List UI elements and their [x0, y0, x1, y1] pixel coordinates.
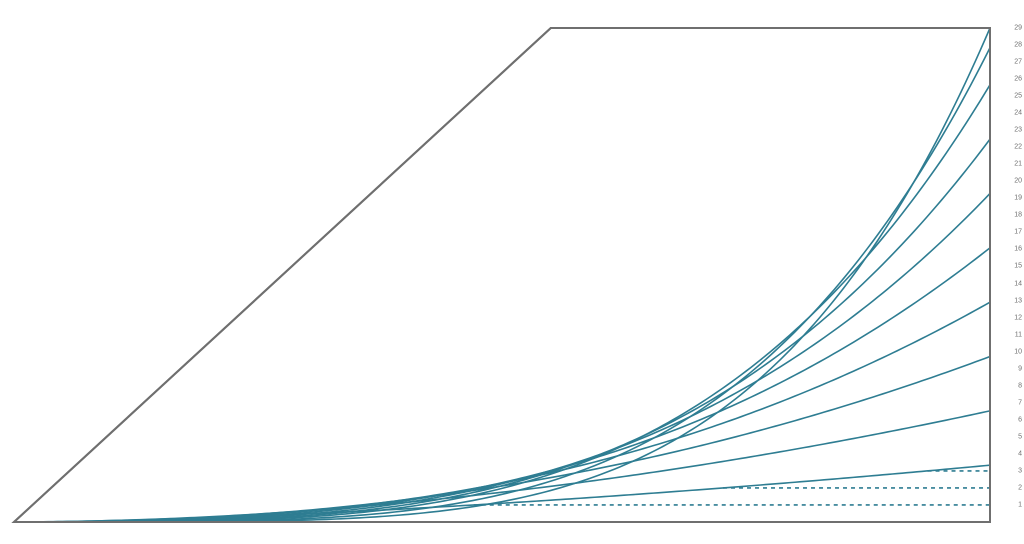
y-axis-tick-label: 1 — [1004, 501, 1022, 508]
y-axis-tick-label: 28 — [1004, 42, 1022, 49]
y-axis-tick-label: 27 — [1004, 59, 1022, 66]
y-axis-tick-label: 12 — [1004, 314, 1022, 321]
y-axis-tick-label: 22 — [1004, 144, 1022, 151]
y-axis-tick-label: 13 — [1004, 297, 1022, 304]
y-axis-tick-label: 14 — [1004, 280, 1022, 287]
y-axis-tick-label: 7 — [1004, 399, 1022, 406]
y-axis-tick-label: 19 — [1004, 195, 1022, 202]
y-axis-tick-label: 5 — [1004, 433, 1022, 440]
y-axis-tick-label: 20 — [1004, 178, 1022, 185]
curve-family-chart — [0, 0, 1024, 544]
y-axis-tick-label: 21 — [1004, 161, 1022, 168]
y-axis-tick-label: 29 — [1004, 25, 1022, 32]
y-axis-tick-label: 17 — [1004, 229, 1022, 236]
y-axis-tick-label: 23 — [1004, 127, 1022, 134]
y-axis-tick-label: 25 — [1004, 93, 1022, 100]
chart-container: 1234567891011121314151617181920212223242… — [0, 0, 1024, 544]
y-axis-tick-label: 26 — [1004, 76, 1022, 83]
y-axis-tick-label: 10 — [1004, 348, 1022, 355]
y-axis-tick-label: 15 — [1004, 263, 1022, 270]
y-axis-tick-label: 11 — [1004, 331, 1022, 338]
y-axis-tick-label: 16 — [1004, 246, 1022, 253]
y-axis-tick-label: 18 — [1004, 212, 1022, 219]
y-axis-tick-label: 9 — [1004, 365, 1022, 372]
y-axis-tick-label: 8 — [1004, 382, 1022, 389]
y-axis-tick-label: 2 — [1004, 484, 1022, 491]
y-axis-tick-label: 3 — [1004, 467, 1022, 474]
y-axis-tick-label: 4 — [1004, 450, 1022, 457]
y-axis-tick-label: 24 — [1004, 110, 1022, 117]
y-axis-tick-label: 6 — [1004, 416, 1022, 423]
